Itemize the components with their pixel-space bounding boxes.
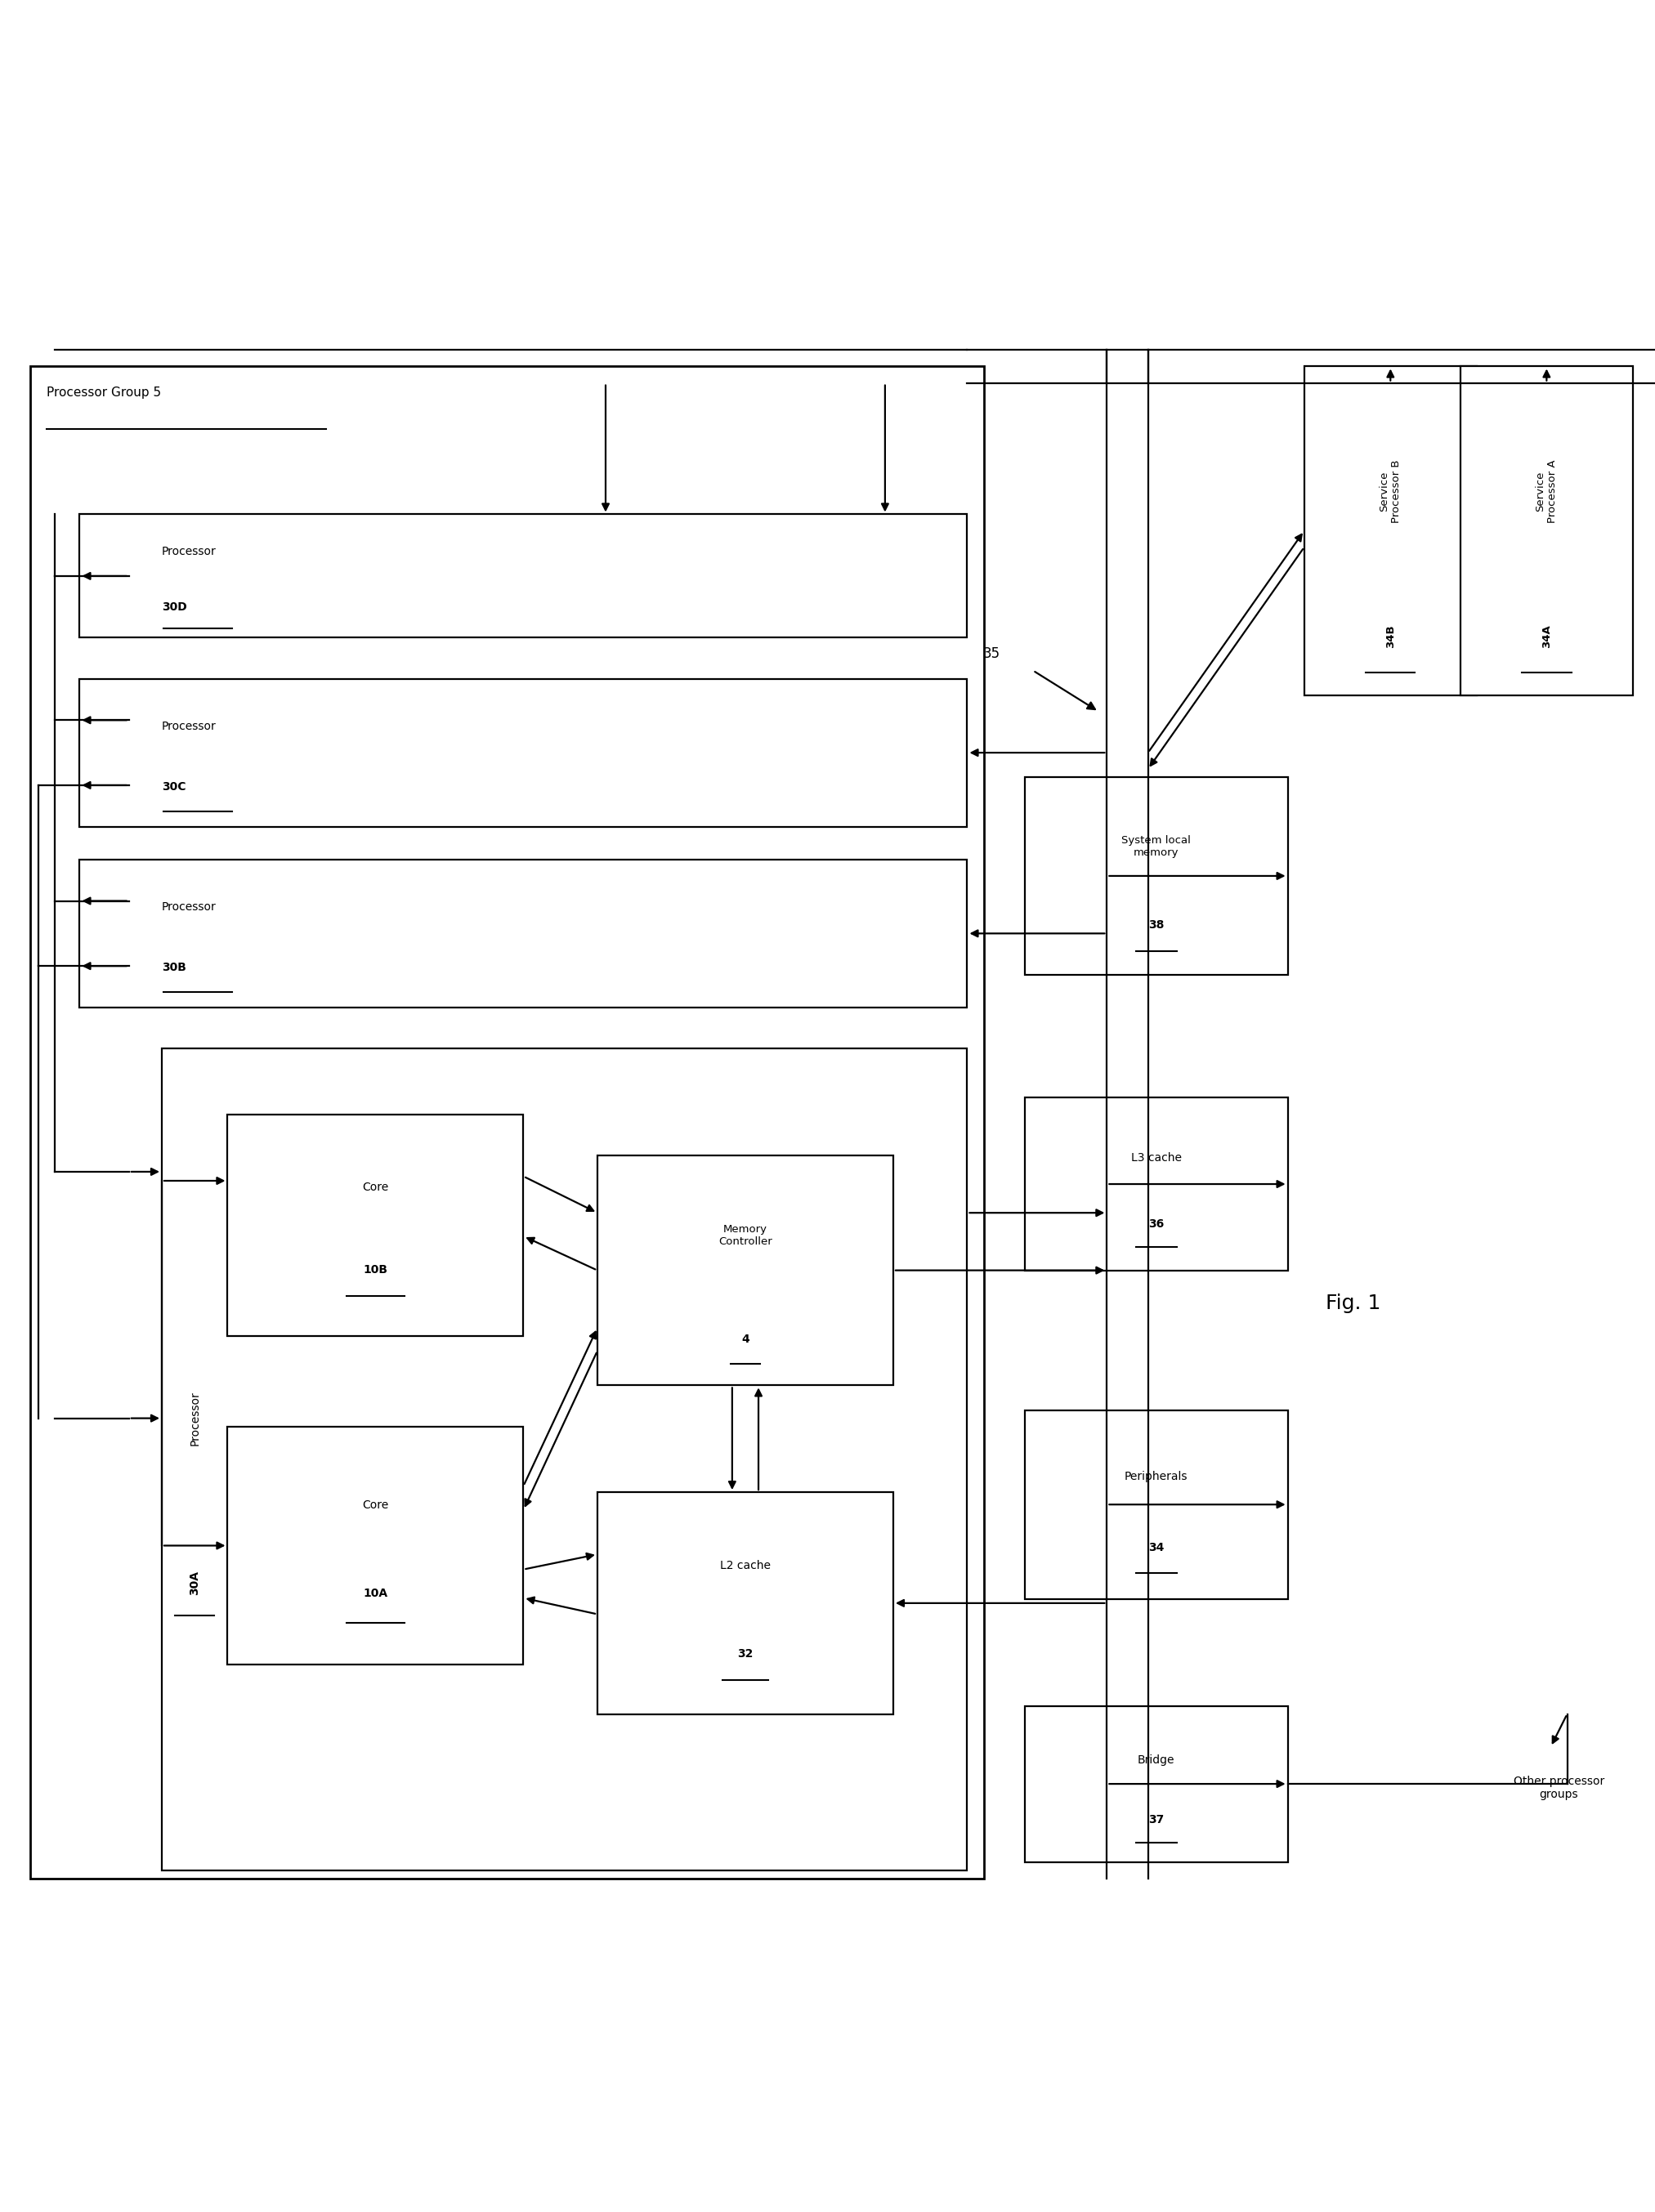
- Text: 32: 32: [738, 1648, 753, 1659]
- Text: Processor: Processor: [162, 721, 217, 732]
- Text: 36: 36: [1149, 1219, 1163, 1230]
- Bar: [30, 367, 983, 1878]
- Text: Processor: Processor: [189, 1391, 200, 1444]
- Text: Fig. 1: Fig. 1: [1326, 1294, 1380, 1314]
- Text: 37: 37: [1149, 1814, 1163, 1825]
- Text: 30C: 30C: [162, 781, 185, 792]
- Text: 34: 34: [1149, 1542, 1163, 1553]
- Text: Bridge: Bridge: [1137, 1754, 1175, 1765]
- Text: L3 cache: L3 cache: [1130, 1152, 1182, 1164]
- Text: 34A: 34A: [1541, 624, 1552, 648]
- Bar: [1460, 367, 1633, 695]
- Text: 10B: 10B: [362, 1263, 387, 1276]
- Text: 30A: 30A: [189, 1571, 200, 1595]
- Bar: [228, 1115, 523, 1336]
- Text: Memory
Controller: Memory Controller: [718, 1225, 773, 1248]
- Text: 30B: 30B: [162, 962, 187, 973]
- Text: 4: 4: [741, 1334, 750, 1345]
- Bar: [79, 515, 967, 637]
- Text: 30D: 30D: [162, 602, 187, 613]
- Text: Processor: Processor: [162, 900, 217, 914]
- Bar: [597, 1493, 894, 1714]
- Bar: [79, 679, 967, 827]
- Bar: [228, 1427, 523, 1666]
- Text: Service
Processor A: Service Processor A: [1536, 460, 1557, 522]
- Text: Processor Group 5: Processor Group 5: [46, 387, 161, 398]
- Text: 10A: 10A: [362, 1588, 387, 1599]
- Text: Peripherals: Peripherals: [1124, 1471, 1188, 1482]
- Bar: [597, 1155, 894, 1385]
- Text: 38: 38: [1149, 920, 1163, 931]
- Bar: [1024, 1097, 1288, 1270]
- Text: Core: Core: [362, 1181, 389, 1192]
- Text: System local
memory: System local memory: [1122, 834, 1192, 858]
- Text: Processor: Processor: [162, 546, 217, 557]
- Bar: [1304, 367, 1476, 695]
- Bar: [1024, 1409, 1288, 1599]
- Bar: [1024, 1705, 1288, 1863]
- Bar: [162, 1048, 967, 1869]
- Bar: [79, 860, 967, 1006]
- Bar: [1024, 776, 1288, 975]
- Text: 35: 35: [983, 646, 1001, 661]
- Text: 34B: 34B: [1385, 624, 1395, 648]
- Text: L2 cache: L2 cache: [720, 1559, 771, 1571]
- Text: Core: Core: [362, 1500, 389, 1511]
- Text: Other processor
groups: Other processor groups: [1513, 1776, 1604, 1801]
- Text: Service
Processor B: Service Processor B: [1379, 460, 1402, 522]
